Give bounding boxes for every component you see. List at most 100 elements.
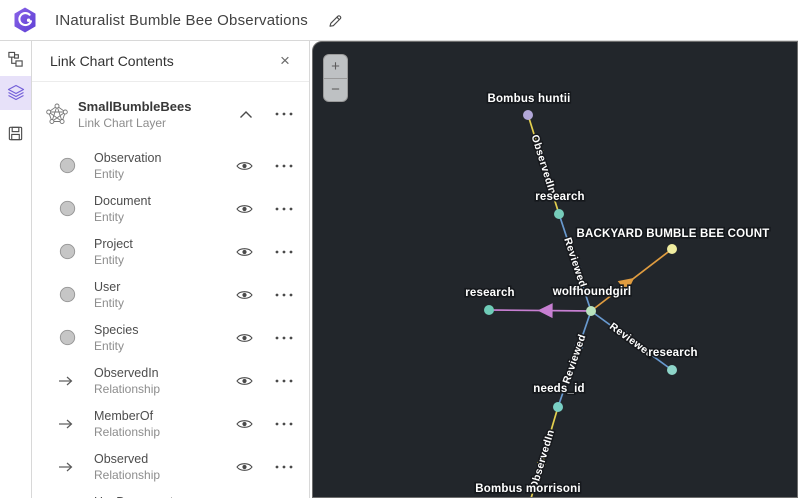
layer-item-row[interactable]: ObservedIn Relationship	[32, 359, 309, 402]
pencil-icon	[329, 15, 342, 27]
graph-node-label: wolfhoundgirl	[552, 286, 632, 298]
graph-node-research_top[interactable]	[554, 209, 564, 219]
item-label: Document	[94, 193, 151, 208]
graph-node-research_right[interactable]	[667, 365, 677, 375]
graph-edge-arrow	[617, 277, 635, 293]
item-options-button[interactable]	[271, 413, 297, 435]
visibility-eye-icon[interactable]	[233, 198, 255, 220]
layer-type-label: Link Chart Layer	[78, 115, 167, 130]
relationship-arrow-icon	[58, 415, 76, 433]
item-label: Species	[94, 322, 139, 337]
item-options-button[interactable]	[271, 370, 297, 392]
item-options-button[interactable]	[271, 198, 297, 220]
item-options-button[interactable]	[271, 155, 297, 177]
graph-node-needs_id[interactable]	[553, 402, 563, 412]
zoom-in-button[interactable]: +	[324, 55, 347, 78]
visibility-eye-icon[interactable]	[233, 456, 255, 478]
layer-header-row[interactable]: SmallBumbleBees Link Chart Layer	[32, 82, 309, 140]
graph-node-wolfhound[interactable]	[586, 306, 596, 316]
app-logo-icon	[14, 7, 36, 33]
item-type-label: Entity	[94, 252, 125, 267]
entity-circle-icon	[58, 329, 76, 347]
close-panel-button[interactable]: ×	[273, 49, 297, 73]
graph-edge-label: Reviewed	[560, 333, 588, 386]
layer-item-row[interactable]: Observation Entity	[32, 144, 309, 187]
entity-circle-icon	[58, 243, 76, 261]
graph-edge-arrow	[536, 455, 546, 466]
item-options-button[interactable]	[271, 241, 297, 263]
item-type-label: Entity	[94, 209, 125, 224]
item-label: Observed	[94, 451, 149, 466]
hierarchy-icon	[8, 51, 23, 67]
visibility-eye-icon[interactable]	[233, 413, 255, 435]
item-type-label: Relationship	[94, 381, 161, 396]
graph-node-label: BACKYARD BUMBLE BEE COUNT	[576, 228, 769, 240]
graph-node-research_left[interactable]	[484, 305, 494, 315]
visibility-eye-icon[interactable]	[233, 155, 255, 177]
relationship-arrow-icon	[58, 458, 76, 476]
layer-options-button[interactable]	[271, 103, 297, 125]
layer-item-row[interactable]: User Entity	[32, 273, 309, 316]
graph-edge-label: ObservedIn	[528, 428, 557, 491]
item-label: HasDocument	[94, 495, 173, 498]
item-label: MemberOf	[94, 408, 154, 423]
item-type-label: Relationship	[94, 424, 161, 439]
visibility-eye-icon[interactable]	[233, 284, 255, 306]
graph-view[interactable]: ObservedInReviewedReviewedReviewedObserv…	[313, 42, 798, 498]
layer-item-list: Observation Entity Document Entity Proje…	[32, 144, 309, 498]
graph-edge[interactable]	[557, 310, 592, 408]
visibility-eye-icon[interactable]	[233, 327, 255, 349]
graph-edge[interactable]	[527, 114, 560, 215]
collapse-layer-button[interactable]	[235, 103, 257, 125]
relationship-arrow-icon	[58, 372, 76, 390]
layer-item-row[interactable]: Observed Relationship	[32, 445, 309, 488]
graph-edge[interactable]	[590, 310, 673, 371]
graph-node-label: needs_id	[533, 383, 584, 395]
layer-item-row[interactable]: MemberOf Relationship	[32, 402, 309, 445]
layers-tool-button[interactable]	[0, 76, 31, 110]
item-type-label: Relationship	[94, 467, 161, 482]
item-label: Observation	[94, 150, 162, 165]
graph-edge-arrow	[535, 149, 544, 160]
panel-header: Link Chart Contents ×	[32, 41, 309, 82]
entity-circle-icon	[58, 200, 76, 218]
item-label: User	[94, 279, 121, 294]
link-chart-tool-button[interactable]	[0, 42, 31, 76]
item-options-button[interactable]	[271, 327, 297, 349]
save-tool-button[interactable]	[0, 116, 31, 150]
layer-item-row[interactable]: Document Entity	[32, 187, 309, 230]
graph-edge-arrow	[572, 260, 582, 271]
zoom-control: + −	[323, 54, 348, 102]
graph-node-label: research	[535, 191, 585, 203]
layers-icon	[7, 84, 24, 101]
item-options-button[interactable]	[271, 456, 297, 478]
item-options-button[interactable]	[271, 284, 297, 306]
layer-item-row[interactable]: HasDocument Relationship	[32, 488, 309, 498]
item-label: Project	[94, 236, 133, 251]
graph-edge-arrow	[537, 303, 553, 319]
entity-circle-icon	[58, 286, 76, 304]
layer-item-row[interactable]: Project Entity	[32, 230, 309, 273]
graph-node-huntii[interactable]	[523, 110, 533, 120]
left-toolbar	[0, 41, 32, 498]
layer-name: SmallBumbleBees	[78, 98, 192, 114]
visibility-eye-icon[interactable]	[233, 370, 255, 392]
graph-node-label: Bombus huntii	[487, 93, 570, 105]
zoom-out-button[interactable]: −	[324, 79, 347, 102]
item-label: ObservedIn	[94, 365, 159, 380]
graph-edge-label: Reviewed	[561, 236, 589, 289]
chevron-up-icon	[240, 110, 252, 118]
item-type-label: Entity	[94, 338, 125, 353]
layer-item-row[interactable]: Species Entity	[32, 316, 309, 359]
visibility-eye-icon[interactable]	[233, 241, 255, 263]
app-header: INaturalist Bumble Bee Observations	[0, 0, 798, 41]
page-title: INaturalist Bumble Bee Observations	[55, 11, 308, 29]
link-chart-canvas[interactable]: + − ObservedIn Reviewed Reviewed Reviewed Ob…	[312, 41, 798, 498]
graph-node-label: research	[648, 347, 698, 359]
zoom-divider	[324, 77, 347, 79]
graph-edge-label: ObservedIn	[529, 133, 559, 196]
item-type-label: Entity	[94, 166, 125, 181]
edit-title-button[interactable]	[322, 8, 348, 34]
item-type-label: Entity	[94, 295, 125, 310]
graph-node-backyard[interactable]	[667, 244, 677, 254]
